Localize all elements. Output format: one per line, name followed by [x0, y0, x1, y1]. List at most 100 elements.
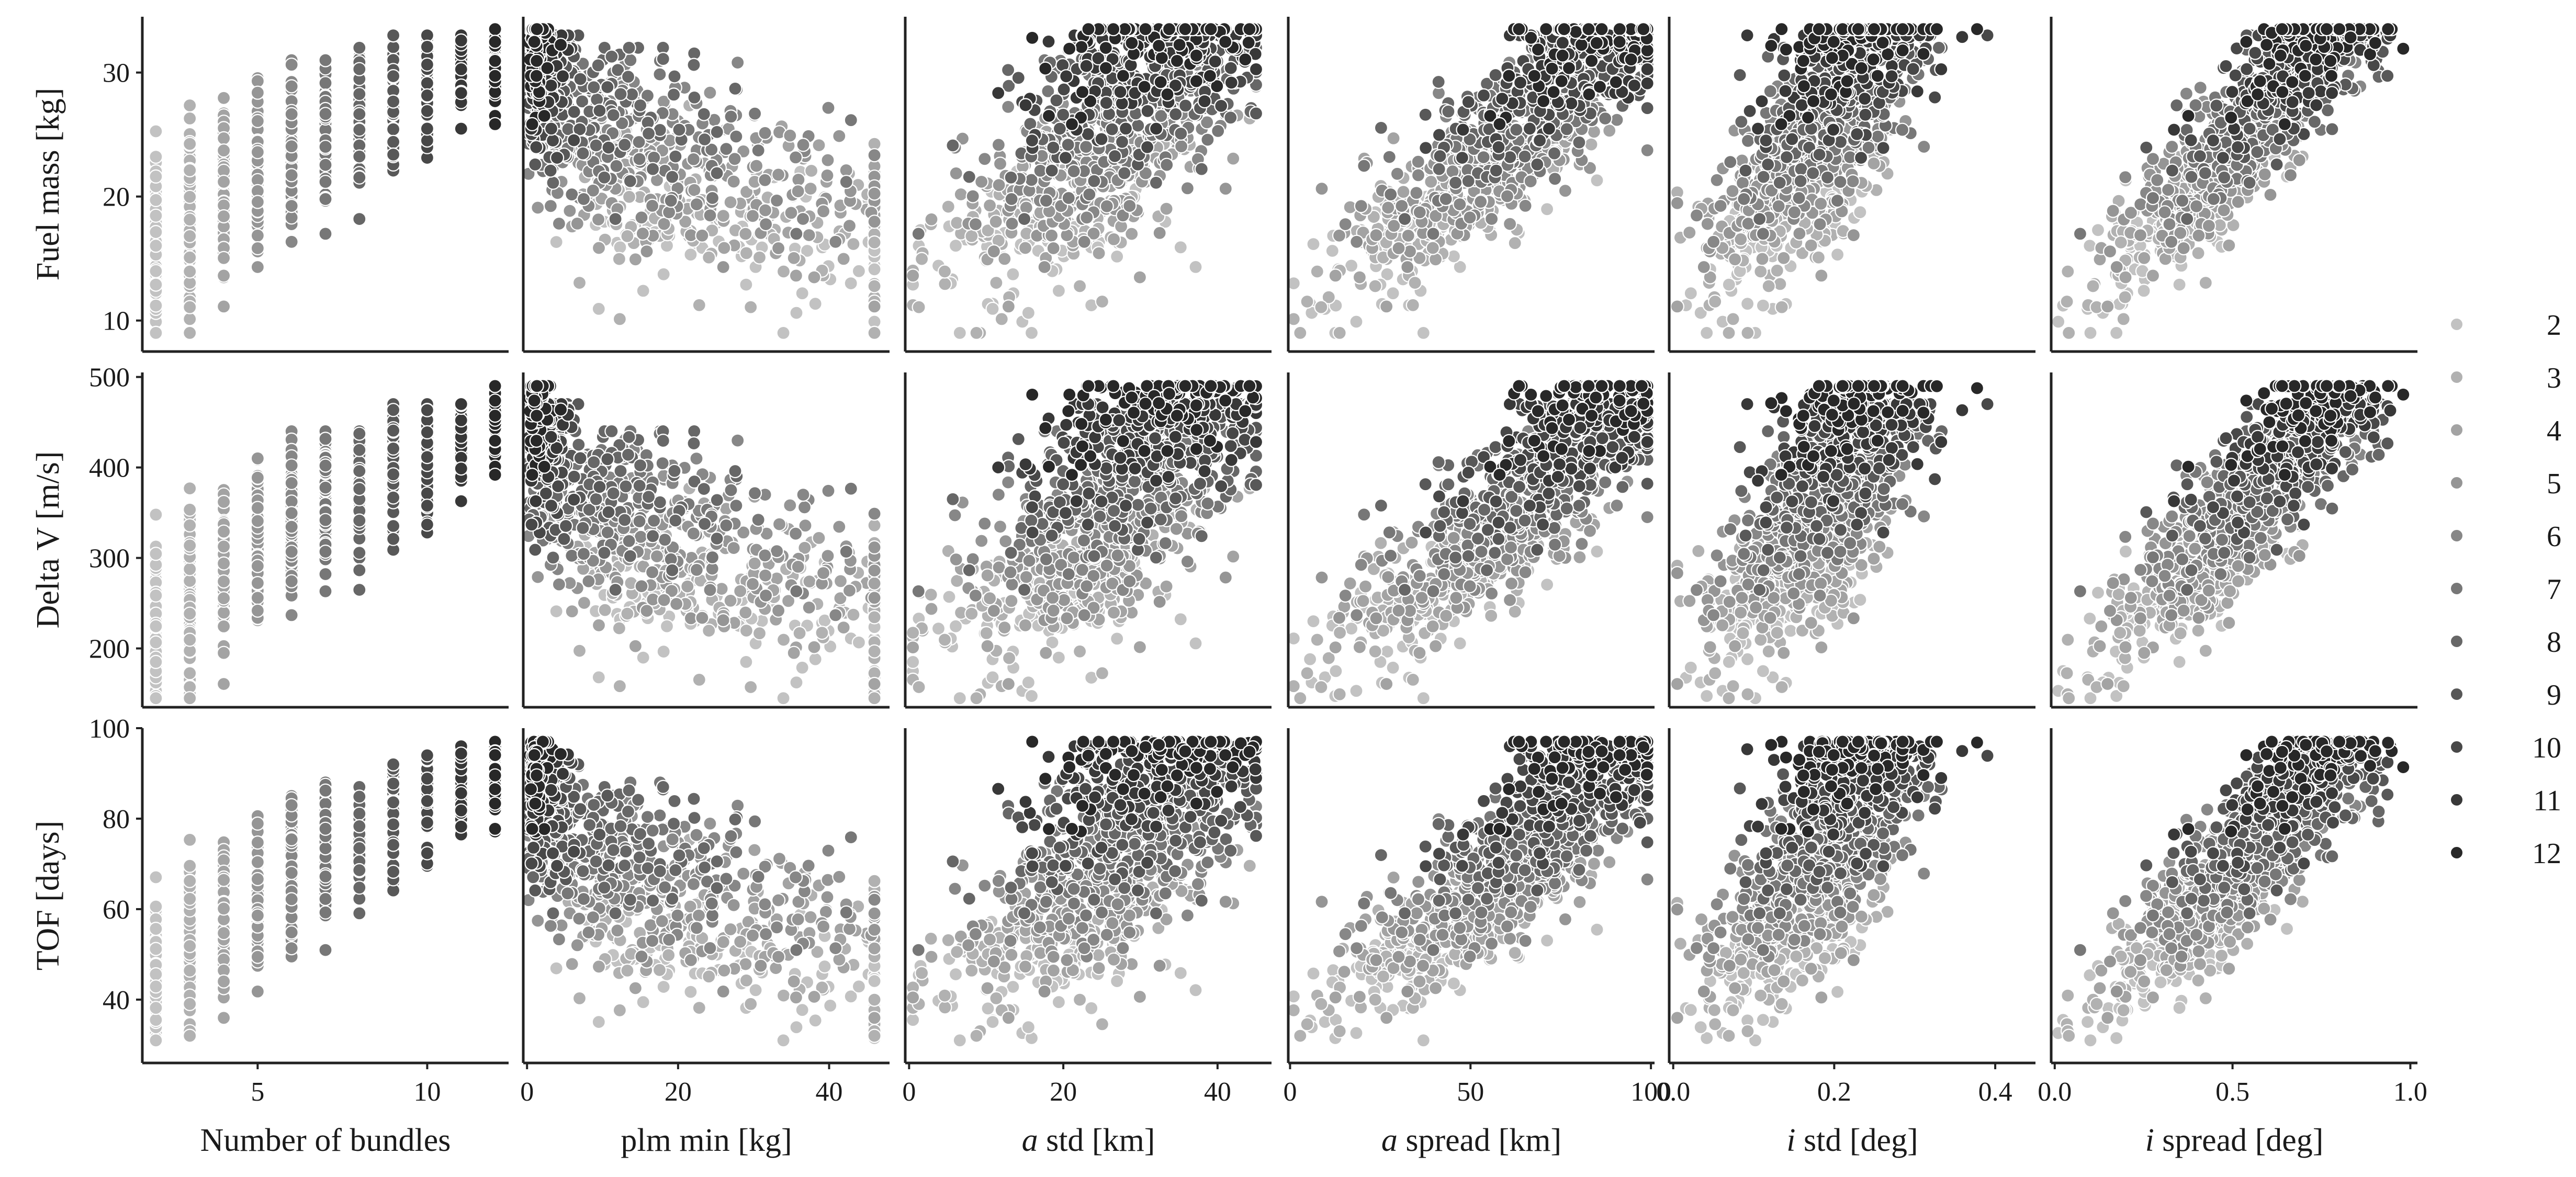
scatter-point	[1131, 118, 1145, 133]
scatter-point	[1627, 78, 1641, 93]
scatter-point	[601, 140, 616, 155]
scatter-point	[749, 159, 764, 173]
scatter-point	[1555, 36, 1570, 50]
scatter-point	[867, 299, 882, 314]
scatter-point	[924, 212, 939, 227]
scatter-point	[591, 301, 606, 316]
scatter-point	[592, 104, 607, 118]
scatter-point	[1489, 163, 1503, 178]
scatter-point	[641, 126, 656, 141]
scatter-point	[1640, 76, 1655, 90]
scatter-point	[1046, 140, 1061, 155]
scatter-point	[613, 240, 627, 255]
scatter-point	[1917, 139, 1931, 154]
scatter-point	[352, 62, 367, 76]
scatter-point	[149, 208, 163, 223]
scatter-point	[1386, 286, 1400, 301]
scatter-point	[1044, 163, 1059, 178]
scatter-point	[1640, 143, 1655, 157]
scatter-point	[284, 168, 299, 183]
scatter-point	[1081, 22, 1096, 37]
scatter-point	[758, 126, 772, 140]
scatter-point	[149, 169, 163, 184]
scatter-point	[1169, 53, 1184, 69]
scatter-point	[1488, 67, 1503, 83]
scatter-point	[1722, 325, 1736, 341]
scatter-point	[1400, 259, 1415, 275]
scatter-point	[537, 108, 552, 123]
scatter-point	[949, 166, 963, 180]
scatter-point	[788, 150, 803, 165]
scatter-point	[1004, 191, 1019, 207]
scatter-point	[149, 264, 163, 278]
scatter-point	[1017, 212, 1032, 227]
scatter-point	[589, 138, 603, 153]
scatter-point	[1132, 270, 1147, 285]
scatter-point	[1173, 240, 1188, 255]
scatter-point	[608, 212, 623, 227]
scatter-point	[1502, 69, 1516, 83]
scatter-point	[633, 98, 648, 112]
scatter-point	[867, 279, 882, 293]
scatter-point	[804, 163, 819, 178]
scatter-point	[546, 175, 560, 190]
scatter-point	[1310, 264, 1324, 279]
scatter-point	[1202, 69, 1217, 83]
scatter-point	[1548, 172, 1562, 186]
scatter-point	[525, 117, 539, 131]
scatter-point	[1518, 198, 1533, 213]
scatter-point	[639, 244, 654, 259]
scatter-point	[1001, 99, 1016, 114]
scatter-point	[318, 107, 333, 121]
scatter-point	[576, 191, 591, 207]
scatter-point	[250, 228, 265, 243]
scatter-point	[1416, 325, 1431, 341]
scatter-point	[1218, 35, 1233, 49]
scatter-point	[1455, 151, 1469, 165]
scatter-point	[1242, 22, 1257, 37]
scatter-point	[1332, 325, 1347, 341]
scatter-point	[183, 98, 197, 113]
scatter-point	[1539, 22, 1554, 37]
scatter-point	[1059, 69, 1074, 84]
scatter-point	[183, 212, 197, 227]
scatter-point	[1226, 151, 1241, 166]
scatter-point	[1706, 234, 1721, 249]
scatter-point	[217, 268, 231, 283]
scatter-point	[1545, 61, 1559, 76]
scatter-point	[386, 94, 401, 109]
scatter-point	[530, 53, 544, 69]
scatter-point	[696, 107, 711, 121]
scatter-point	[683, 247, 698, 262]
scatter-point	[1670, 299, 1684, 314]
scatter-point	[786, 251, 801, 265]
scatter-point	[1214, 98, 1229, 113]
scatter-point	[420, 104, 435, 118]
scatter-point	[454, 62, 468, 76]
scatter-point	[948, 239, 963, 253]
scatter-point	[1159, 201, 1174, 216]
scatter-point	[991, 138, 1006, 152]
scatter-point	[149, 277, 163, 292]
scatter-point	[1018, 241, 1033, 255]
scatter-point	[1381, 200, 1396, 215]
scatter-point	[318, 76, 333, 90]
scatter-point	[1004, 170, 1018, 185]
scatter-point	[1079, 140, 1094, 154]
scatter-point	[1092, 246, 1106, 261]
scatter-point	[843, 113, 858, 128]
scatter-point	[1792, 226, 1807, 241]
scatter-point	[1087, 174, 1101, 188]
scatter-point	[622, 40, 636, 55]
scatter-point	[250, 114, 265, 128]
scatter-point	[1598, 111, 1613, 126]
scatter-point	[1211, 123, 1225, 138]
scatter-point	[1391, 241, 1406, 256]
scatter-point	[867, 148, 882, 163]
scatter-point	[1062, 41, 1077, 56]
scatter-point	[149, 124, 163, 139]
scatter-point	[991, 86, 1006, 100]
scatter-point	[543, 163, 558, 178]
